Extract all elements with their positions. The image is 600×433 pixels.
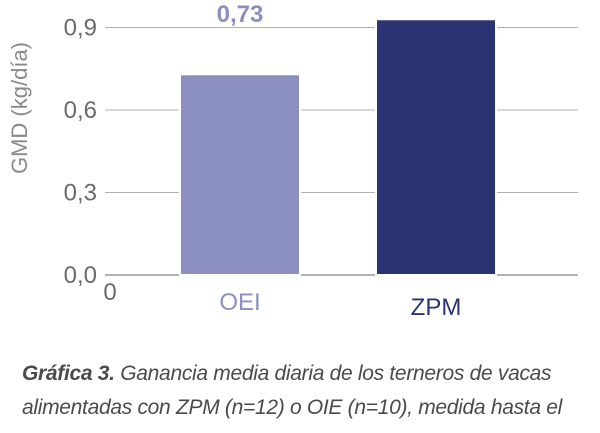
y-tick-label: 0,6 (64, 97, 97, 124)
bars (179, 18, 497, 276)
y-tick-labels: 0,0 0,3 0,6 0,9 (64, 15, 97, 290)
grid-lines (105, 27, 578, 276)
category-labels: OEI ZPM (219, 289, 461, 321)
y-axis-title: GMD (kg/día) (7, 42, 32, 174)
data-labels: 0,73 (217, 1, 264, 28)
category-label-oei: OEI (219, 289, 260, 316)
category-label-zpm: ZPM (411, 294, 462, 321)
y-tick-label: 0,0 (64, 262, 97, 289)
x-origin-label: 0 (103, 279, 116, 306)
y-tick-label: 0,3 (64, 180, 97, 207)
caption-label: Gráfica 3. (22, 362, 115, 385)
figure-caption-line-2: alimentadas con ZPM (n=12) o OIE (n=10),… (22, 391, 592, 425)
bar-oei (179, 73, 301, 276)
data-label-oei: 0,73 (217, 1, 264, 28)
caption-line-1: Ganancia media diaria de los terneros de… (114, 362, 552, 385)
bar-zpm (375, 18, 497, 276)
figure-caption: Gráfica 3. Ganancia media diaria de los … (22, 357, 592, 391)
caption-line-2: alimentadas con ZPM (n=12) o OIE (n=10),… (22, 396, 562, 419)
y-tick-label: 0,9 (64, 15, 97, 42)
